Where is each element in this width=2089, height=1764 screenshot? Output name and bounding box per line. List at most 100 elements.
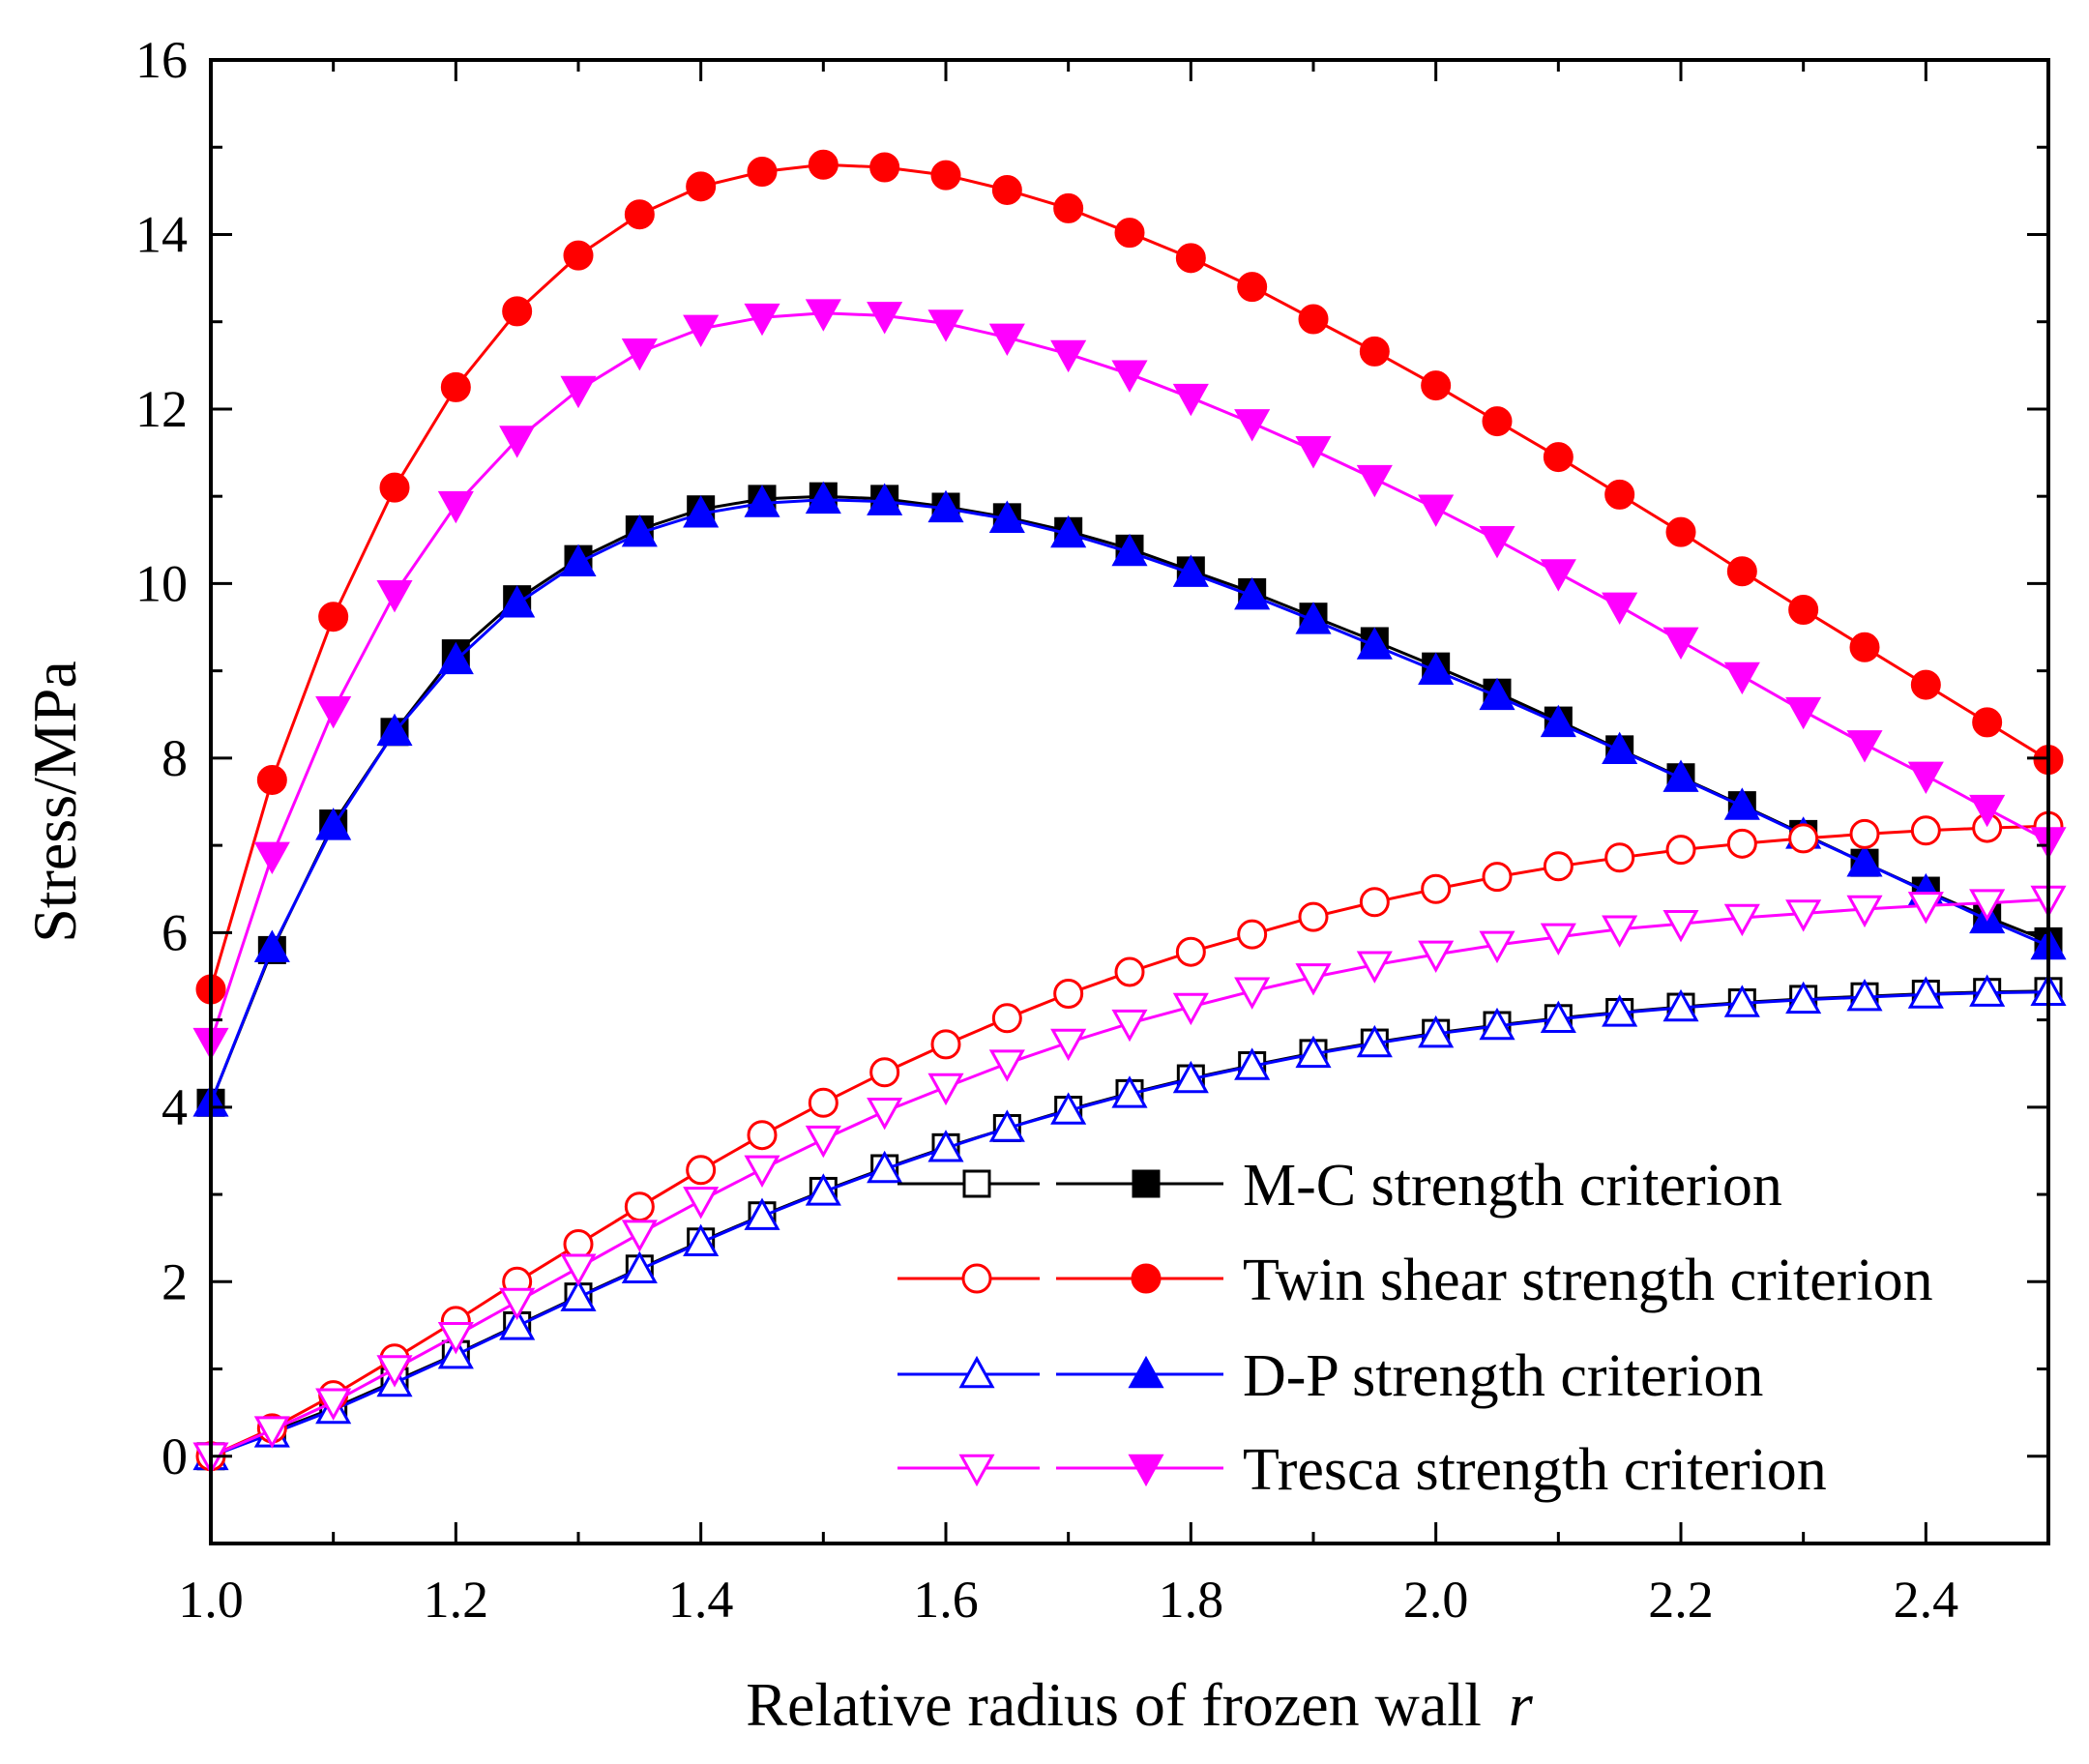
series-3-filled-point [621, 514, 658, 547]
series-3-open-point [1050, 1092, 1087, 1125]
x-tick-label: 2.4 [1894, 1571, 1959, 1629]
series-4-filled-point [1602, 592, 1638, 625]
series-3-open-point [1602, 994, 1638, 1027]
series-3-filled-point [1723, 787, 1760, 820]
x-tick-label: 1.6 [913, 1571, 979, 1629]
series-4-filled-point [437, 490, 474, 524]
series-4-open-point [683, 1187, 720, 1220]
series-2-open-point [991, 1003, 1022, 1034]
series-4-filled-point [1662, 627, 1699, 661]
series-4-filled-point [683, 314, 720, 348]
legend-label: M-C strength criterion [1243, 1153, 1782, 1219]
series-2-open-point [1543, 851, 1574, 882]
series-2-filled-point [440, 371, 471, 402]
series-2-open-point [1359, 887, 1390, 918]
series-3-open-point [927, 1130, 964, 1162]
series-3-filled-point [1356, 627, 1393, 660]
series-3-filled-point [315, 808, 352, 840]
series-4-open-point [744, 1155, 780, 1188]
legend-marker-filled [1131, 1263, 1162, 1294]
series-2-open-point [1298, 901, 1329, 932]
series-3-filled-point [1295, 602, 1332, 634]
series-3-filled-point [499, 585, 536, 618]
legend-label: Tresca strength criterion [1243, 1437, 1827, 1503]
series-2-filled-point [1175, 243, 1206, 274]
series-4-open-point [621, 1220, 658, 1252]
series-4-open-point [1602, 915, 1638, 948]
series-3-open-point [1172, 1060, 1209, 1094]
series-4-filled-point [621, 338, 658, 371]
series-4-filled-point [1723, 662, 1760, 695]
series-2-open-point [747, 1120, 778, 1151]
series-3-filled-point [1050, 514, 1087, 548]
series-2-filled-point [1237, 272, 1268, 303]
series-3-open-point [1785, 981, 1822, 1014]
series-4-filled-point [253, 841, 290, 875]
series-3-open-point [805, 1173, 841, 1206]
series-2-open-point [1114, 956, 1145, 987]
series-3-filled-point [376, 713, 413, 747]
series-4-filled [192, 299, 2067, 1061]
series-2-filled-point [1298, 304, 1329, 335]
series-4-open-point [867, 1098, 903, 1131]
y-tick-label: 2 [162, 1252, 188, 1310]
series-3-open-point [621, 1250, 658, 1283]
series-2-open-point [1849, 818, 1880, 849]
series-4-filled-point [988, 323, 1025, 357]
series-2-filled-point [1543, 442, 1574, 473]
series-2-open-point [624, 1191, 655, 1222]
series-3-open-point [1111, 1075, 1148, 1108]
legend-marker-open [962, 1169, 991, 1198]
series-2-filled-point [563, 240, 594, 271]
series-4-open-point [437, 1321, 474, 1355]
series-2-filled-point [1421, 370, 1452, 401]
series-4-open-point [315, 1388, 352, 1421]
series-3-filled-point [1602, 731, 1638, 765]
series-2-open-point [1788, 823, 1819, 854]
series-3-open-point [1969, 974, 2006, 1007]
series-2-open-point [869, 1057, 900, 1088]
series-4-open-point [1356, 951, 1393, 984]
series-4-open [192, 885, 2067, 1475]
series-2-filled-point [1482, 406, 1513, 437]
series-4-filled-point [1785, 696, 1822, 730]
series-2-filled-point [1114, 218, 1145, 249]
legend-marker-open [958, 1454, 995, 1487]
series-4-filled-point [376, 579, 413, 613]
series-3-open-point [683, 1223, 720, 1256]
x-tick-label: 2.0 [1403, 1571, 1469, 1629]
series-4-filled-point [499, 426, 536, 458]
y-tick-label: 8 [162, 729, 188, 787]
series-4-filled-point [1234, 409, 1271, 442]
series-4-filled-point [927, 309, 964, 342]
series-3-open-point [1479, 1007, 1515, 1041]
series-4-filled-point [1050, 339, 1087, 373]
series-2-filled-point [991, 174, 1022, 205]
series-3-filled-point [253, 929, 290, 962]
series-4-open-point [1295, 963, 1332, 996]
series-4-open-point [499, 1287, 536, 1321]
series-3-open-point [1540, 1000, 1576, 1033]
series-2-open-point [1604, 842, 1635, 873]
series-3-filled-point [1172, 554, 1209, 587]
series-3-open-point [1295, 1035, 1332, 1069]
series-4-filled-point [560, 375, 597, 409]
series-3-filled-point [560, 544, 597, 577]
x-axis-title-variable: r [1509, 1670, 1534, 1739]
series-4-open-point [1111, 1009, 1148, 1043]
series-4-open-point [1846, 895, 1883, 928]
series-4-open-point [1172, 992, 1209, 1026]
series-4-filled-point [1111, 360, 1148, 393]
series-2-open-point [1482, 862, 1513, 893]
series-2-filled [195, 149, 2064, 1005]
series-4-open-point [988, 1049, 1025, 1082]
y-tick-label: 16 [135, 31, 188, 89]
series-2-filled-point [1972, 707, 2003, 738]
series-4-open-point [1969, 889, 2006, 922]
series-3-open-point [1356, 1024, 1393, 1058]
legend-marker-open [958, 1355, 995, 1389]
series-4-open-point [927, 1073, 964, 1106]
series-4-filled-point [1846, 730, 1883, 763]
series-3-filled-point [1479, 677, 1515, 711]
